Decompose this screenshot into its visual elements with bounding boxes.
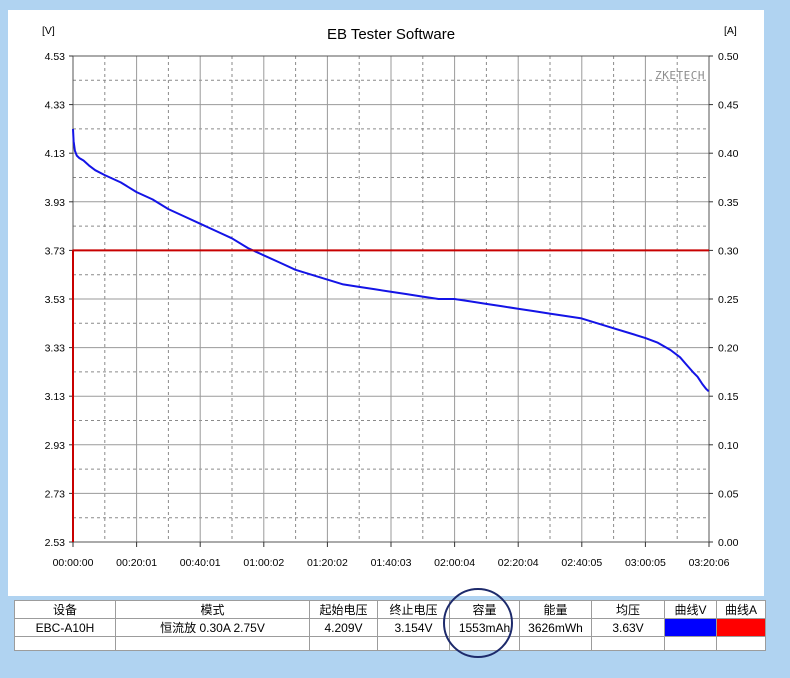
header-device: 设备 <box>14 600 116 619</box>
end-voltage-cell: 3.154V <box>377 618 450 637</box>
y-right-tick-label: 0.05 <box>718 488 739 500</box>
curve-v-color-swatch[interactable] <box>664 618 717 637</box>
y-right-tick-label: 0.35 <box>718 197 739 209</box>
empty-cell <box>449 636 520 651</box>
x-tick-label: 00:40:01 <box>180 557 221 569</box>
y-left-tick-label: 3.53 <box>45 294 66 306</box>
header-mode: 模式 <box>115 600 310 619</box>
chart-background <box>8 10 764 596</box>
empty-cell <box>664 636 717 651</box>
header-end-voltage: 终止电压 <box>377 600 450 619</box>
y-right-tick-label: 0.45 <box>718 100 739 112</box>
chart-title: EB Tester Software <box>327 26 455 43</box>
avg-voltage-cell: 3.63V <box>591 618 665 637</box>
empty-cell <box>519 636 592 651</box>
header-curve-a: 曲线A <box>716 600 766 619</box>
y-right-tick-label: 0.00 <box>718 537 739 549</box>
y-left-tick-label: 3.93 <box>45 197 66 209</box>
y-left-tick-label: 4.13 <box>45 148 66 160</box>
capacity-cell: 1553mAh <box>449 618 520 637</box>
watermark-label: ZKETECH <box>655 69 705 82</box>
y-right-unit-label: [A] <box>724 25 737 37</box>
start-voltage-cell: 4.209V <box>309 618 378 637</box>
header-energy: 能量 <box>519 600 592 619</box>
y-left-tick-label: 2.73 <box>45 488 66 500</box>
x-tick-label: 01:20:02 <box>307 557 348 569</box>
x-tick-label: 02:00:04 <box>434 557 475 569</box>
y-left-unit-label: [V] <box>42 25 55 37</box>
device-cell: EBC-A10H <box>14 618 116 637</box>
x-tick-label: 03:20:06 <box>689 557 730 569</box>
y-right-tick-label: 0.10 <box>718 440 739 452</box>
header-capacity: 容量 <box>449 600 520 619</box>
chart-panel: 4.53 4.33 4.13 3.93 3.73 3.53 3.33 3.13 2.93 2.73… <box>8 10 764 596</box>
summary-data-row: EBC-A10H 恒流放 0.30A 2.75V 4.209V 3.154V 1… <box>14 618 766 637</box>
y-right-tick-label: 0.20 <box>718 343 739 355</box>
y-left-tick-label: 2.53 <box>45 537 66 549</box>
x-tick-label: 01:40:03 <box>371 557 412 569</box>
y-left-tick-label: 4.53 <box>45 51 66 63</box>
voltage-series-line <box>72 128 710 393</box>
x-tick-label: 02:40:05 <box>561 557 602 569</box>
empty-cell <box>115 636 310 651</box>
y-right-tick-label: 0.15 <box>718 391 739 403</box>
empty-cell <box>377 636 450 651</box>
empty-cell <box>14 636 116 651</box>
curve-a-color-swatch[interactable] <box>716 618 766 637</box>
empty-cell <box>716 636 766 651</box>
y-right-tick-label: 0.25 <box>718 294 739 306</box>
y-right-tick-label: 0.40 <box>718 148 739 160</box>
empty-cell <box>591 636 665 651</box>
summary-empty-row <box>14 636 766 651</box>
x-tick-label: 00:00:00 <box>53 557 94 569</box>
y-left-tick-label: 3.13 <box>45 391 66 403</box>
x-tick-label: 00:20:01 <box>116 557 157 569</box>
y-right-tick-label: 0.30 <box>718 245 739 257</box>
summary-header-row: 设备 模式 起始电压 终止电压 容量 能量 均压 曲线V 曲线A <box>14 600 766 619</box>
y-left-tick-label: 3.33 <box>45 343 66 355</box>
y-left-tick-label: 2.93 <box>45 440 66 452</box>
header-start-voltage: 起始电压 <box>309 600 378 619</box>
empty-cell <box>309 636 378 651</box>
y-right-tick-label: 0.50 <box>718 51 739 63</box>
discharge-chart: 4.53 4.33 4.13 3.93 3.73 3.53 3.33 3.13 2.93 2.73… <box>8 10 764 596</box>
header-avg-voltage: 均压 <box>591 600 665 619</box>
energy-cell: 3626mWh <box>519 618 592 637</box>
y-left-tick-label: 4.33 <box>45 100 66 112</box>
x-tick-label: 01:00:02 <box>243 557 284 569</box>
x-tick-label: 03:00:05 <box>625 557 666 569</box>
header-curve-v: 曲线V <box>664 600 717 619</box>
mode-cell: 恒流放 0.30A 2.75V <box>115 618 310 637</box>
summary-table: 设备 模式 起始电压 终止电压 容量 能量 均压 曲线V 曲线A EBC-A10… <box>14 600 766 651</box>
current-series-line <box>72 249 709 542</box>
y-left-tick-label: 3.73 <box>45 245 66 257</box>
x-tick-label: 02:20:04 <box>498 557 539 569</box>
